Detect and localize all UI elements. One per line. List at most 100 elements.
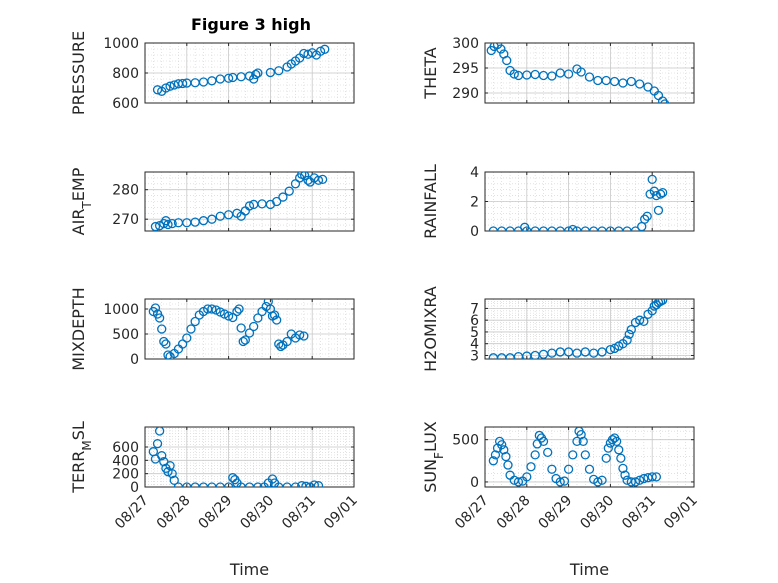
- axes-frame: [484, 298, 695, 360]
- data-point: [597, 347, 607, 357]
- data-point: [244, 482, 255, 487]
- data-point: [563, 464, 574, 474]
- data-point: [660, 99, 670, 103]
- data-point: [207, 214, 217, 224]
- data-point: [626, 324, 636, 335]
- y-tick-label: 270: [112, 212, 139, 228]
- data-point: [278, 192, 288, 202]
- y-tick-label: 6: [470, 313, 479, 329]
- x-tick-label: 08/28: [154, 493, 194, 533]
- data-point: [572, 436, 582, 447]
- data-point: [543, 447, 553, 458]
- data-point: [576, 67, 586, 77]
- y-tick-label: 1000: [103, 302, 139, 318]
- data-point: [597, 226, 607, 231]
- data-point: [150, 303, 161, 313]
- data-point: [503, 460, 513, 470]
- data-point: [630, 226, 641, 231]
- data-point: [282, 482, 292, 487]
- data-point: [238, 336, 248, 347]
- data-point: [253, 68, 263, 78]
- data-point: [161, 83, 171, 93]
- data-series: [148, 299, 309, 359]
- data-point: [299, 331, 309, 341]
- data-point: [614, 226, 624, 231]
- data-point: [651, 472, 662, 482]
- data-point: [154, 427, 165, 436]
- data-point: [653, 205, 664, 216]
- data-point: [249, 321, 259, 332]
- data-point: [578, 436, 588, 447]
- data-point: [530, 450, 540, 460]
- data-point: [152, 85, 163, 95]
- y-axis-label: RAINFALL: [421, 164, 440, 239]
- axes-background: [485, 427, 694, 487]
- data-point: [603, 443, 613, 453]
- data-point: [167, 469, 177, 479]
- data-point: [163, 219, 173, 230]
- data-point: [490, 450, 501, 460]
- data-point: [163, 350, 173, 359]
- data-point: [207, 76, 217, 86]
- data-point: [538, 226, 549, 231]
- axes-frame: [484, 426, 695, 488]
- data-point: [251, 69, 261, 80]
- data-point: [253, 313, 263, 323]
- data-point: [622, 475, 632, 485]
- y-axis-label: SUNFLUX: [421, 421, 446, 493]
- y-axis-label: AIRTEMP: [69, 167, 94, 235]
- data-point: [563, 226, 574, 231]
- panel-air-temp: 270 280 AIRTEMP: [69, 167, 355, 235]
- data-point: [538, 436, 549, 447]
- data-point: [647, 174, 657, 185]
- data-point: [497, 440, 507, 450]
- panel-rainfall: 0 2 4 RAINFALL: [421, 164, 695, 240]
- data-series: [152, 44, 330, 96]
- data-point: [284, 186, 294, 196]
- x-tick-label: 09/01: [321, 493, 361, 533]
- data-point: [165, 81, 175, 91]
- data-point: [232, 306, 242, 317]
- data-point: [618, 463, 628, 474]
- y-tick-label: 800: [112, 66, 139, 82]
- y-axis-label: MIXDEPTH: [69, 287, 88, 370]
- data-point: [607, 435, 618, 445]
- x-tick-label: 08/30: [577, 493, 617, 533]
- data-point: [303, 175, 313, 185]
- data-point: [236, 482, 246, 487]
- x-axis-label: Time: [229, 560, 269, 579]
- data-point: [274, 66, 284, 76]
- data-point: [559, 476, 570, 486]
- y-tick-label: 1000: [103, 36, 139, 52]
- data-point: [630, 477, 641, 487]
- data-point: [635, 315, 645, 325]
- y-tick-label: 5: [470, 325, 479, 341]
- data-point: [580, 450, 590, 460]
- data-point: [223, 482, 234, 487]
- data-point: [223, 311, 234, 321]
- y-axis-label: THETA: [421, 47, 440, 99]
- axes-frame: [144, 42, 355, 104]
- x-tick-label: 08/29: [536, 493, 576, 533]
- y-axis-label: H2OMIXRA: [421, 286, 440, 372]
- data-point: [502, 55, 512, 66]
- y-axis-label: TERRMSL: [69, 421, 94, 494]
- data-point: [584, 72, 595, 82]
- data-point: [207, 304, 217, 314]
- y-tick-label: 300: [452, 36, 479, 52]
- y-tick-label: 2: [470, 195, 479, 211]
- data-point: [315, 46, 326, 56]
- data-point: [505, 226, 515, 231]
- data-point: [522, 226, 532, 231]
- data-point: [501, 451, 511, 462]
- data-point: [272, 196, 282, 207]
- data-point: [584, 464, 595, 474]
- data-point: [658, 187, 668, 198]
- data-point: [309, 480, 319, 487]
- data-point: [223, 73, 234, 83]
- data-point: [622, 226, 632, 231]
- data-point: [624, 329, 634, 339]
- data-series: [486, 43, 670, 103]
